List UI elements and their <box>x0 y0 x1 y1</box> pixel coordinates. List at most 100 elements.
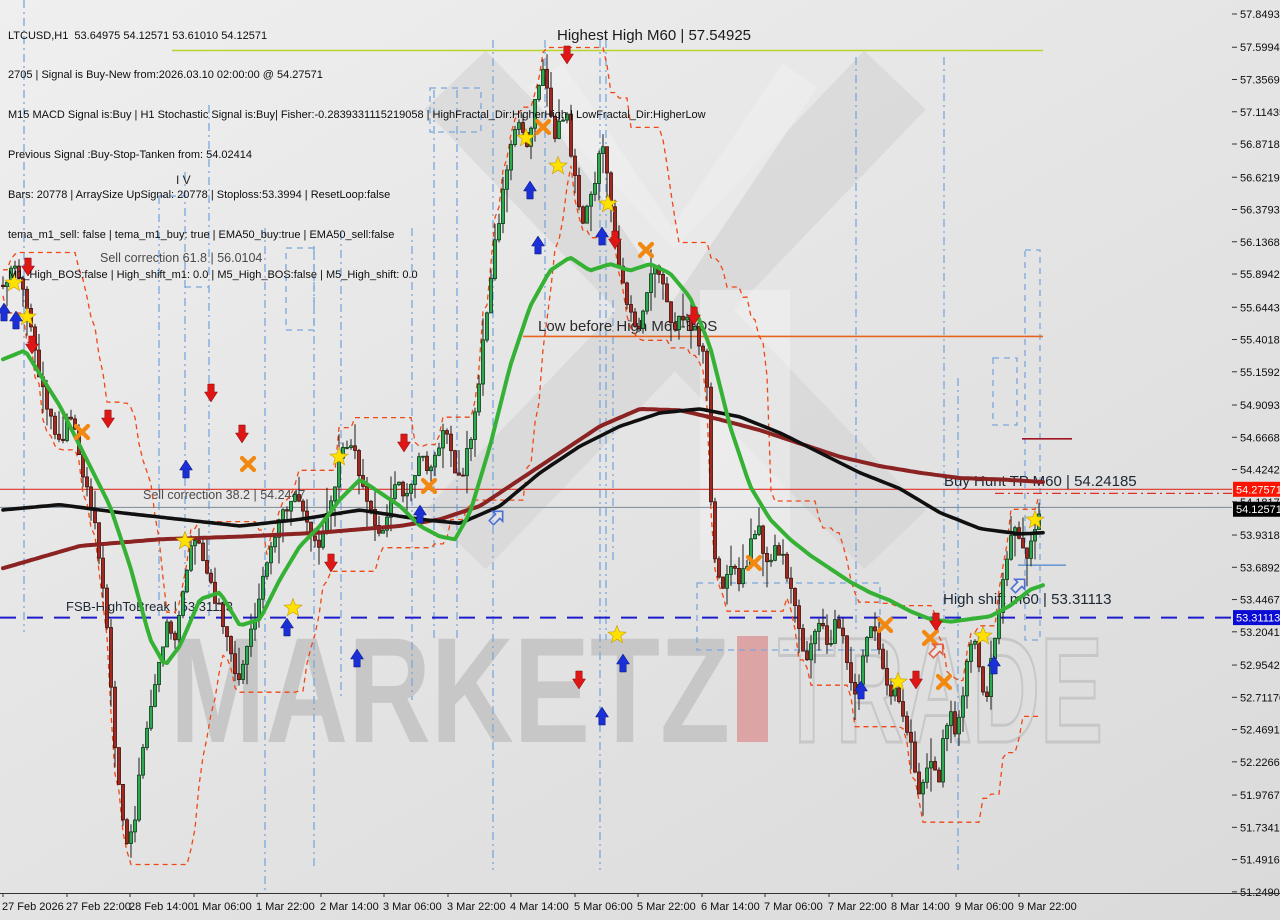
candle <box>173 632 177 641</box>
candle <box>409 484 413 494</box>
candle <box>893 687 897 697</box>
candle <box>297 494 301 502</box>
candle <box>445 430 449 435</box>
exit-cross-icon <box>745 554 763 572</box>
envelope-layer <box>2 46 1040 866</box>
buy-arrow-icon <box>595 706 609 726</box>
candle <box>449 433 453 452</box>
candle <box>373 508 377 526</box>
candle <box>993 638 997 660</box>
time-tick-label: 3 Mar 06:00 <box>383 901 442 913</box>
price-tag-bg <box>1233 610 1280 626</box>
fractal-star-icon <box>516 127 536 147</box>
fractal-star-icon <box>283 597 303 617</box>
logo-chevron <box>527 63 818 303</box>
price-tick-label: 57.35690 <box>1240 74 1280 86</box>
candle <box>405 492 409 497</box>
candle <box>765 553 769 563</box>
candle <box>701 345 705 352</box>
time-tick-label: 28 Feb 14:00 <box>129 901 194 913</box>
candle <box>469 439 473 449</box>
candle <box>785 553 789 579</box>
candle <box>861 655 865 685</box>
candle <box>1021 537 1025 549</box>
fractal-star-icon <box>888 671 908 691</box>
time-tick-label: 27 Feb 2026 <box>2 901 64 913</box>
candle <box>465 448 469 477</box>
price-tick-label: 53.44670 <box>1240 595 1280 607</box>
candle <box>553 115 557 139</box>
candle <box>825 625 829 645</box>
buy-arrow-icon <box>987 655 1001 675</box>
candle <box>125 819 129 844</box>
buy-arrow-icon <box>616 653 630 673</box>
consolidation-box <box>429 87 482 133</box>
candle <box>629 304 633 313</box>
brand-text-watermark: MARKETZ TRADE <box>170 605 1105 776</box>
envelope-lower <box>2 165 1039 866</box>
candle <box>441 430 445 449</box>
candle <box>17 265 21 279</box>
candle <box>809 643 813 661</box>
time-tick-label: 5 Mar 22:00 <box>637 901 696 913</box>
candle <box>157 661 161 685</box>
candle <box>289 500 293 512</box>
candle <box>169 621 173 634</box>
candle <box>641 310 645 330</box>
fractal-star-icon <box>973 625 993 645</box>
candle <box>485 312 489 341</box>
cross-stroke <box>239 455 257 473</box>
candle <box>461 474 465 477</box>
candle <box>593 182 597 195</box>
candle <box>597 153 601 184</box>
candle <box>997 611 1001 639</box>
buy-arrow-icon <box>854 680 868 700</box>
candle <box>457 472 461 476</box>
candle <box>705 350 709 388</box>
exit-cross-icon <box>876 616 894 634</box>
candle <box>281 509 285 521</box>
price-tick-label: 56.87180 <box>1240 139 1280 151</box>
candle <box>913 741 917 773</box>
sell-arrow-icon <box>101 409 115 429</box>
price-axis-hit-area[interactable] <box>1232 0 1280 920</box>
candle <box>661 273 665 285</box>
buy-arrow-icon <box>179 459 193 479</box>
candle <box>965 661 969 697</box>
candle <box>481 339 485 385</box>
candle <box>601 146 605 154</box>
chart-annotation: Highest High M60 | 57.54925 <box>557 27 751 44</box>
candle <box>177 615 181 641</box>
candle <box>37 349 41 378</box>
candle <box>413 475 417 485</box>
candle <box>293 494 297 502</box>
candle <box>1 284 5 288</box>
candle <box>885 668 889 686</box>
fractal-star-icon <box>329 446 349 466</box>
candle <box>357 450 361 477</box>
candle <box>237 673 241 681</box>
candle <box>925 767 929 783</box>
cross-stroke <box>637 241 655 259</box>
candle <box>969 643 973 662</box>
candle <box>121 784 125 821</box>
cross-stroke <box>876 616 894 634</box>
price-tick-label: 51.97670 <box>1240 790 1280 802</box>
candle <box>509 144 513 171</box>
candle <box>549 87 553 117</box>
sell-arrow-icon <box>397 433 411 453</box>
exit-cross-icon <box>921 629 939 647</box>
chart-annotation: FSB-HighToBreak | 53.31113 <box>66 599 233 614</box>
candle <box>501 188 505 225</box>
price-tag-bg <box>1233 481 1280 497</box>
candle <box>685 316 689 321</box>
